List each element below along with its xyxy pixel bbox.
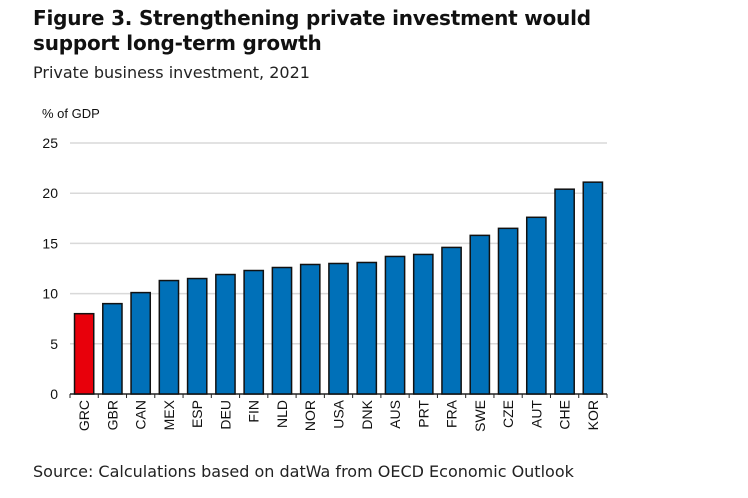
x-tick-label: GBR [104, 400, 120, 430]
x-tick-label: DNK [359, 399, 375, 429]
x-tick-label: CAN [133, 400, 149, 430]
bar-gbr [102, 302, 123, 395]
x-tick-label: NLD [274, 400, 290, 428]
bar-nor [299, 263, 321, 395]
bar-aus [384, 255, 406, 395]
x-tick-label: PRT [415, 400, 431, 428]
y-axis-label: % of GDP [42, 106, 100, 121]
bar-deu [215, 273, 236, 395]
x-tick-label: SWE [472, 400, 488, 432]
bar-dnk [356, 261, 378, 395]
bar-cze [497, 227, 519, 395]
x-tick-label: AUS [387, 400, 403, 429]
bar-fra [441, 246, 462, 395]
bar-can [130, 291, 152, 395]
x-tick-label: NOR [302, 400, 318, 431]
x-tick-label: CHE [557, 400, 573, 430]
bar-prt [412, 253, 434, 395]
x-tick-label: ESP [189, 400, 205, 428]
bar-che [554, 188, 575, 395]
bar-fin [243, 269, 265, 395]
source-note: Source: Calculations based on datWa from… [33, 462, 574, 481]
x-tick-label: AUT [528, 400, 544, 428]
x-tick-label: FIN [246, 400, 262, 423]
y-tick-label: 20 [42, 185, 58, 201]
x-tick-label: GRC [76, 400, 92, 431]
chart-subtitle: Private business investment, 2021 [33, 63, 310, 82]
x-tick-label: MEX [161, 399, 177, 430]
bar-swe [469, 234, 491, 395]
x-tick-label: DEU [217, 400, 233, 430]
bar-grc [73, 312, 95, 395]
bar-usa [328, 262, 349, 395]
bar-nld [271, 266, 293, 395]
x-tick-label: CZE [500, 400, 516, 428]
bar-kor [582, 181, 604, 395]
x-tick-label: KOR [585, 400, 601, 430]
bar-aut [525, 216, 547, 395]
y-tick-label: 0 [50, 386, 58, 402]
y-tick-label: 5 [50, 336, 58, 352]
bar-mex [158, 279, 180, 395]
bar-esp [186, 277, 208, 395]
x-tick-label: USA [331, 399, 347, 428]
x-tick-label: FRA [444, 399, 460, 428]
y-tick-label: 15 [42, 235, 58, 251]
y-tick-label: 25 [42, 135, 58, 151]
chart-title: Figure 3. Strengthening private investme… [33, 6, 591, 55]
y-tick-label: 10 [42, 286, 58, 302]
